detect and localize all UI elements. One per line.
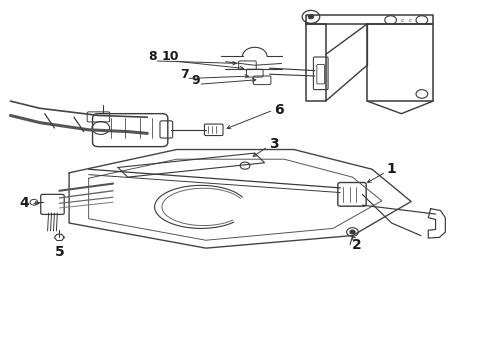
Text: 8: 8: [148, 50, 156, 63]
Text: c: c: [409, 18, 412, 23]
Text: 10: 10: [162, 50, 179, 63]
Text: 4: 4: [19, 196, 29, 210]
Text: 7: 7: [180, 68, 189, 81]
Text: 3: 3: [270, 137, 279, 151]
Text: 9: 9: [192, 74, 200, 87]
Text: 6: 6: [274, 103, 284, 117]
Text: 2: 2: [351, 238, 361, 252]
Circle shape: [308, 15, 314, 19]
Circle shape: [350, 230, 355, 234]
Text: c: c: [401, 18, 404, 23]
Text: 5: 5: [54, 245, 64, 259]
Text: 1: 1: [387, 162, 396, 176]
